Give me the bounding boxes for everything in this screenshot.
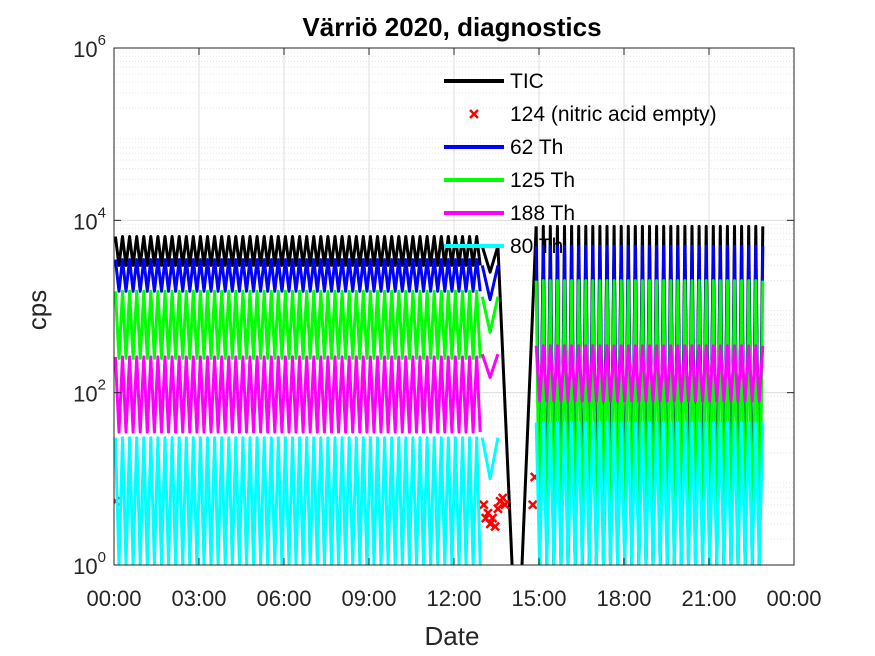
y-tick-label: 106: [73, 32, 106, 62]
x-tick-label: 15:00: [511, 586, 566, 611]
legend-entry-80-th: 80 Th: [444, 235, 563, 258]
x-tick-label: 12:00: [426, 586, 481, 611]
y-axis-label: cps: [22, 290, 52, 330]
y-tick-label: 100: [73, 549, 106, 579]
series-marker-124-nitric-acid-empty: [487, 513, 498, 524]
series-drop-tic: [520, 226, 538, 565]
x-tick-label: 18:00: [596, 586, 651, 611]
series-line-80-th: [480, 437, 500, 481]
series-line-125-th: [114, 289, 482, 360]
series-line-62-th: [114, 258, 482, 293]
legend-entry-62-th: 62 Th: [444, 136, 563, 159]
series-marker-124-nitric-acid-empty: [527, 499, 538, 510]
series-marker-124-nitric-acid-empty: [485, 519, 496, 529]
series-layer: [114, 224, 765, 565]
legend-label: 62 Th: [510, 136, 563, 159]
series-marker-124-nitric-acid-empty: [497, 493, 508, 503]
marker-stroke: [493, 503, 503, 514]
x-tick-label: 06:00: [256, 586, 311, 611]
series-line-188-th: [480, 353, 500, 379]
series-marker-124-nitric-acid-empty: [500, 499, 510, 510]
legend: TIC 124 (nitric acid empty) 62 Th 125 Th 188…: [444, 70, 717, 258]
series-line-tic: [114, 235, 482, 267]
tick-layer: 00:00 03:00 06:00 09:00 12:00 15:00 18:00 21:00…: [73, 32, 821, 611]
legend-label: 80 Th: [510, 235, 563, 258]
marker-stroke: [490, 521, 500, 532]
series-line-80-th: [534, 421, 765, 565]
series-marker-124-nitric-acid-empty: [490, 521, 500, 532]
series-line-80-th: [114, 436, 482, 565]
series-marker-124-nitric-acid-empty: [478, 499, 489, 510]
marker-stroke: [527, 499, 538, 510]
x-tick-label: 21:00: [681, 586, 736, 611]
legend-entry-tic: TIC: [444, 70, 544, 93]
series-line-125-th: [480, 296, 500, 334]
marker-stroke: [500, 499, 510, 510]
legend-swatch: [469, 109, 479, 119]
series-line-188-th: [114, 355, 482, 434]
legend-label: 124 (nitric acid empty): [510, 103, 717, 126]
x-axis-label: Date: [425, 621, 480, 651]
series-clip-group: [114, 224, 765, 565]
series-line-tic: [480, 245, 500, 274]
x-tick-label: 00:00: [86, 586, 141, 611]
legend-label: TIC: [510, 70, 544, 93]
legend-entry-188-th: 188 Th: [444, 202, 575, 225]
y-tick-label: 102: [73, 377, 106, 407]
series-line-62-th: [480, 265, 500, 302]
marker-stroke: [478, 499, 489, 510]
legend-label: 125 Th: [510, 169, 575, 192]
series-marker-124-nitric-acid-empty: [493, 503, 503, 514]
legend-entry-124-nitric-acid-empty: 124 (nitric acid empty): [469, 103, 717, 126]
series-line-188-th: [534, 344, 765, 403]
x-tick-label: 09:00: [341, 586, 396, 611]
marker-stroke: [485, 519, 496, 529]
x-tick-label: 00:00: [766, 586, 821, 611]
y-tick-label: 104: [73, 204, 106, 234]
series-drop-tic: [496, 246, 514, 565]
chart-title: Värriö 2020, diagnostics: [302, 12, 601, 42]
x-tick-label: 03:00: [171, 586, 226, 611]
marker-stroke: [483, 508, 493, 519]
marker-stroke: [497, 493, 508, 503]
legend-entry-125-th: 125 Th: [444, 169, 575, 192]
marker-stroke: [487, 513, 498, 524]
legend-label: 188 Th: [510, 202, 575, 225]
